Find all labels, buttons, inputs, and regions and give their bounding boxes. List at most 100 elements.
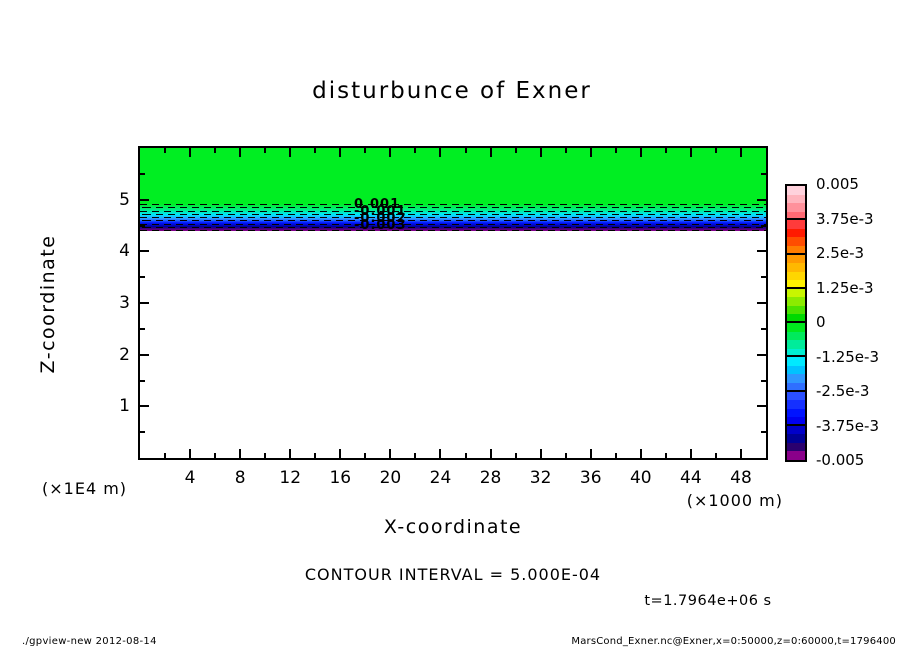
colorbar-step bbox=[787, 211, 805, 219]
y-tick bbox=[761, 328, 766, 330]
x-tick bbox=[665, 453, 667, 458]
colorbar-step bbox=[787, 451, 805, 460]
colorbar-step bbox=[787, 203, 805, 212]
colorbar-step bbox=[787, 357, 805, 366]
y-tick bbox=[761, 276, 766, 278]
y-tick bbox=[140, 302, 149, 304]
y-tick bbox=[761, 431, 766, 433]
colorbar-step bbox=[787, 263, 805, 272]
footer-data-source: MarsCond_Exner.nc@Exner,x=0:50000,z=0:60… bbox=[571, 636, 896, 647]
y-axis-unit-factor: (×1E4 m) bbox=[42, 479, 128, 498]
colorbar-segment bbox=[787, 357, 805, 392]
y-tick bbox=[757, 302, 766, 304]
x-tick bbox=[515, 453, 517, 458]
x-tick bbox=[640, 449, 642, 458]
colorbar-tick-label: 0.005 bbox=[816, 175, 859, 193]
x-tick bbox=[615, 453, 617, 458]
colorbar-step bbox=[787, 374, 805, 383]
x-tick-label: 36 bbox=[579, 468, 602, 488]
colorbar-step bbox=[787, 194, 805, 204]
x-tick bbox=[439, 148, 441, 157]
x-tick bbox=[189, 148, 191, 157]
x-tick-label: 28 bbox=[479, 468, 502, 488]
x-tick-label: 48 bbox=[730, 468, 752, 488]
colorbar-tick-label: -3.75e-3 bbox=[816, 416, 879, 435]
y-tick bbox=[140, 276, 145, 278]
x-tick bbox=[615, 148, 617, 153]
colorbar-step bbox=[787, 408, 805, 418]
x-tick bbox=[590, 449, 592, 458]
x-tick bbox=[740, 449, 742, 458]
dashed-contour-line bbox=[140, 211, 766, 212]
x-tick bbox=[239, 449, 241, 458]
x-tick bbox=[439, 449, 441, 458]
dashed-contour-line bbox=[140, 214, 766, 215]
y-tick bbox=[140, 380, 145, 382]
colorbar-tick-label: -0.005 bbox=[816, 451, 865, 469]
x-axis-unit-factor: (×1000 m) bbox=[686, 491, 783, 510]
colorbar-tick-label: -1.25e-3 bbox=[816, 347, 879, 366]
colorbar-step bbox=[787, 228, 805, 238]
y-tick bbox=[140, 225, 145, 227]
colorbar-step bbox=[787, 417, 805, 424]
colorbar-segment bbox=[787, 288, 805, 323]
plot-title: disturbunce of Exner bbox=[312, 78, 592, 104]
y-tick bbox=[140, 250, 149, 252]
contour-transition-band bbox=[140, 204, 766, 231]
x-tick-label: 16 bbox=[329, 468, 352, 488]
x-tick bbox=[515, 148, 517, 153]
x-tick bbox=[214, 148, 216, 153]
dashed-contour-line bbox=[140, 227, 766, 228]
dashed-contour-line bbox=[140, 220, 766, 221]
colorbar-tick-label: 0 bbox=[816, 313, 826, 331]
x-tick bbox=[339, 449, 341, 458]
colorbar-step bbox=[787, 271, 805, 281]
x-tick bbox=[264, 453, 266, 458]
x-tick bbox=[540, 148, 542, 157]
x-tick bbox=[214, 453, 216, 458]
dashed-contour-line bbox=[140, 224, 766, 225]
x-tick bbox=[715, 148, 717, 153]
x-tick bbox=[490, 449, 492, 458]
x-tick bbox=[414, 148, 416, 153]
colorbar-step bbox=[787, 305, 805, 315]
x-tick bbox=[314, 453, 316, 458]
contour-interval-note: CONTOUR INTERVAL = 5.000E-04 bbox=[304, 565, 602, 584]
colorbar-step bbox=[787, 314, 805, 321]
x-tick bbox=[339, 148, 341, 157]
colorbar-step bbox=[787, 400, 805, 409]
x-tick bbox=[465, 453, 467, 458]
colorbar-tick-label: 1.25e-3 bbox=[816, 278, 874, 297]
time-annotation: t=1.7964e+06 s bbox=[644, 593, 772, 609]
y-axis-tick-labels: 1 2 3 4 5 bbox=[100, 0, 130, 654]
colorbar-segment bbox=[787, 323, 805, 358]
colorbar-step bbox=[787, 254, 805, 264]
y-tick bbox=[140, 328, 145, 330]
x-tick bbox=[239, 148, 241, 157]
colorbar-step bbox=[787, 340, 805, 349]
y-tick-label: 5 bbox=[119, 189, 130, 210]
x-tick bbox=[640, 148, 642, 157]
x-tick bbox=[690, 449, 692, 458]
x-axis-tick-labels: 4 8 12 16 20 24 28 32 36 40 44 48 bbox=[0, 468, 904, 492]
colorbar-segment bbox=[787, 254, 805, 289]
colorbar-tick-label: 3.75e-3 bbox=[816, 209, 874, 228]
y-tick-label: 2 bbox=[119, 344, 130, 365]
colorbar-step bbox=[787, 237, 805, 246]
x-tick bbox=[465, 148, 467, 153]
dashed-contour-line bbox=[140, 204, 766, 205]
x-tick bbox=[164, 148, 166, 153]
y-tick bbox=[757, 405, 766, 407]
x-tick-label: 12 bbox=[279, 468, 302, 488]
y-tick bbox=[761, 225, 766, 227]
x-tick bbox=[690, 148, 692, 157]
colorbar-segment bbox=[787, 186, 805, 221]
contour-value-label: -0.003 bbox=[354, 218, 407, 233]
colorbar-segment bbox=[787, 391, 805, 426]
x-tick bbox=[490, 148, 492, 157]
x-tick bbox=[590, 148, 592, 157]
colorbar-step bbox=[787, 434, 805, 443]
plot-area: 0.001 -0.001 -0.002 -0.003 bbox=[138, 146, 768, 460]
colorbar-step bbox=[787, 425, 805, 435]
